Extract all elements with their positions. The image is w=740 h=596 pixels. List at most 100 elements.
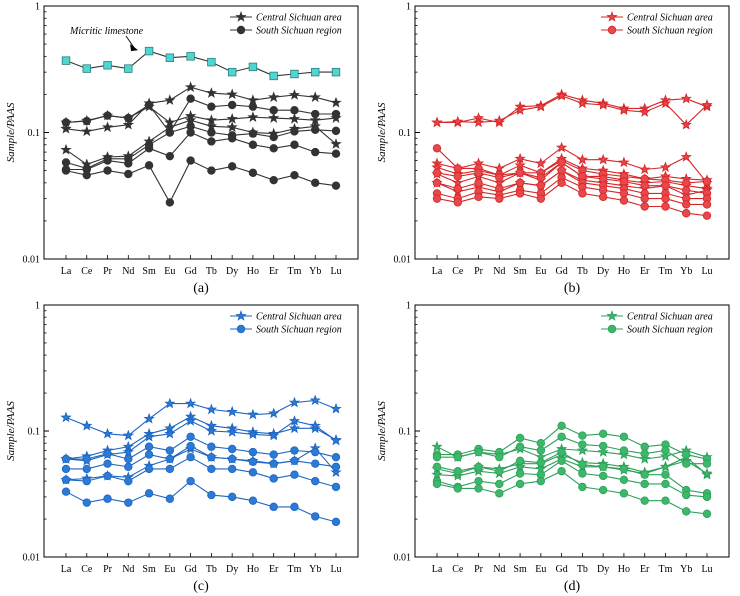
series-south-4 — [61, 122, 341, 173]
legend-label-central: Central Sichuan area — [627, 312, 713, 323]
data-point — [288, 415, 301, 426]
data-point — [432, 178, 442, 188]
data-point — [186, 441, 195, 451]
data-point — [124, 454, 133, 464]
data-point — [619, 464, 629, 474]
data-point — [61, 56, 71, 65]
data-point — [557, 432, 566, 441]
data-point — [102, 121, 114, 133]
x-tick-label: Nd — [122, 564, 134, 575]
data-point — [598, 471, 608, 481]
data-point — [682, 209, 691, 218]
data-point — [311, 459, 320, 468]
data-point — [103, 111, 112, 120]
x-tick-label: La — [432, 266, 443, 277]
data-point — [515, 178, 525, 188]
data-point — [227, 444, 237, 454]
data-point — [515, 189, 525, 198]
data-point — [432, 479, 442, 489]
x-tick-label: Tm — [288, 266, 302, 277]
series-south-6 — [61, 156, 341, 207]
data-point — [514, 460, 526, 472]
legend-marker-central — [235, 310, 247, 321]
data-point — [184, 81, 197, 92]
data-point — [288, 89, 300, 100]
data-point — [682, 178, 691, 188]
data-point — [227, 134, 237, 143]
data-point — [82, 476, 91, 486]
data-point — [661, 496, 670, 505]
legend-label-central: Central Sichuan area — [256, 312, 342, 323]
data-point — [61, 475, 71, 484]
series-central-0 — [60, 394, 342, 441]
data-point — [103, 494, 112, 503]
data-point — [248, 168, 258, 178]
data-point — [165, 53, 175, 62]
data-point — [453, 164, 462, 173]
x-tick-label: Tb — [577, 266, 588, 277]
x-tick-label: Sm — [142, 266, 156, 277]
data-point — [535, 100, 547, 112]
x-tick-label: Yb — [680, 564, 692, 575]
data-point — [61, 166, 71, 175]
series-south-7 — [61, 476, 341, 527]
data-point — [186, 52, 195, 61]
series-line — [436, 458, 708, 477]
data-point — [207, 166, 216, 175]
data-point — [309, 419, 321, 431]
series-south-7 — [432, 158, 712, 198]
data-point — [474, 447, 483, 457]
data-point — [248, 140, 258, 149]
x-tick-label: Dy — [597, 564, 609, 575]
data-point — [515, 433, 525, 443]
x-tick-label: Pr — [103, 564, 113, 575]
data-point — [578, 440, 587, 449]
y-tick-label: 0.1 — [399, 128, 412, 139]
data-point — [453, 172, 462, 181]
x-tick-label: Tm — [659, 266, 673, 277]
series-south-8 — [432, 166, 712, 203]
data-point — [619, 177, 629, 186]
data-point — [60, 143, 72, 155]
annotation-label: Micritic limestone — [69, 26, 144, 37]
data-point — [165, 446, 175, 455]
data-point — [186, 94, 195, 103]
x-tick-label: Gd — [184, 266, 196, 277]
y-tick-label: 1 — [406, 2, 411, 13]
data-point — [661, 479, 670, 489]
x-tick-label: Lu — [701, 266, 712, 277]
series-line — [436, 146, 708, 184]
series-line — [65, 399, 337, 437]
panel-caption: (a) — [193, 281, 209, 296]
data-point — [576, 153, 589, 165]
data-point — [226, 113, 238, 124]
y-tick-label: 0.01 — [394, 255, 412, 266]
data-point — [557, 456, 566, 466]
data-point — [144, 450, 154, 459]
data-point — [186, 432, 195, 441]
data-point — [247, 408, 259, 420]
data-point — [640, 449, 649, 458]
x-tick-label: Yb — [309, 266, 321, 277]
data-point — [124, 462, 133, 471]
data-point — [60, 411, 72, 423]
data-point — [226, 88, 238, 100]
data-point — [227, 464, 237, 474]
data-point — [702, 459, 712, 468]
data-point — [227, 162, 237, 171]
data-point — [144, 100, 154, 110]
data-point — [619, 432, 629, 441]
data-point — [597, 153, 609, 165]
legend-marker-south — [607, 25, 617, 35]
data-point — [536, 476, 546, 486]
data-point — [557, 421, 566, 430]
data-point — [514, 104, 526, 115]
data-point — [495, 466, 504, 476]
data-point — [474, 462, 483, 471]
data-point — [288, 422, 301, 434]
data-point — [61, 118, 71, 127]
data-point — [207, 57, 216, 67]
series-south-5 — [61, 128, 341, 174]
data-point — [702, 211, 712, 220]
x-tick-label: Nd — [493, 564, 505, 575]
